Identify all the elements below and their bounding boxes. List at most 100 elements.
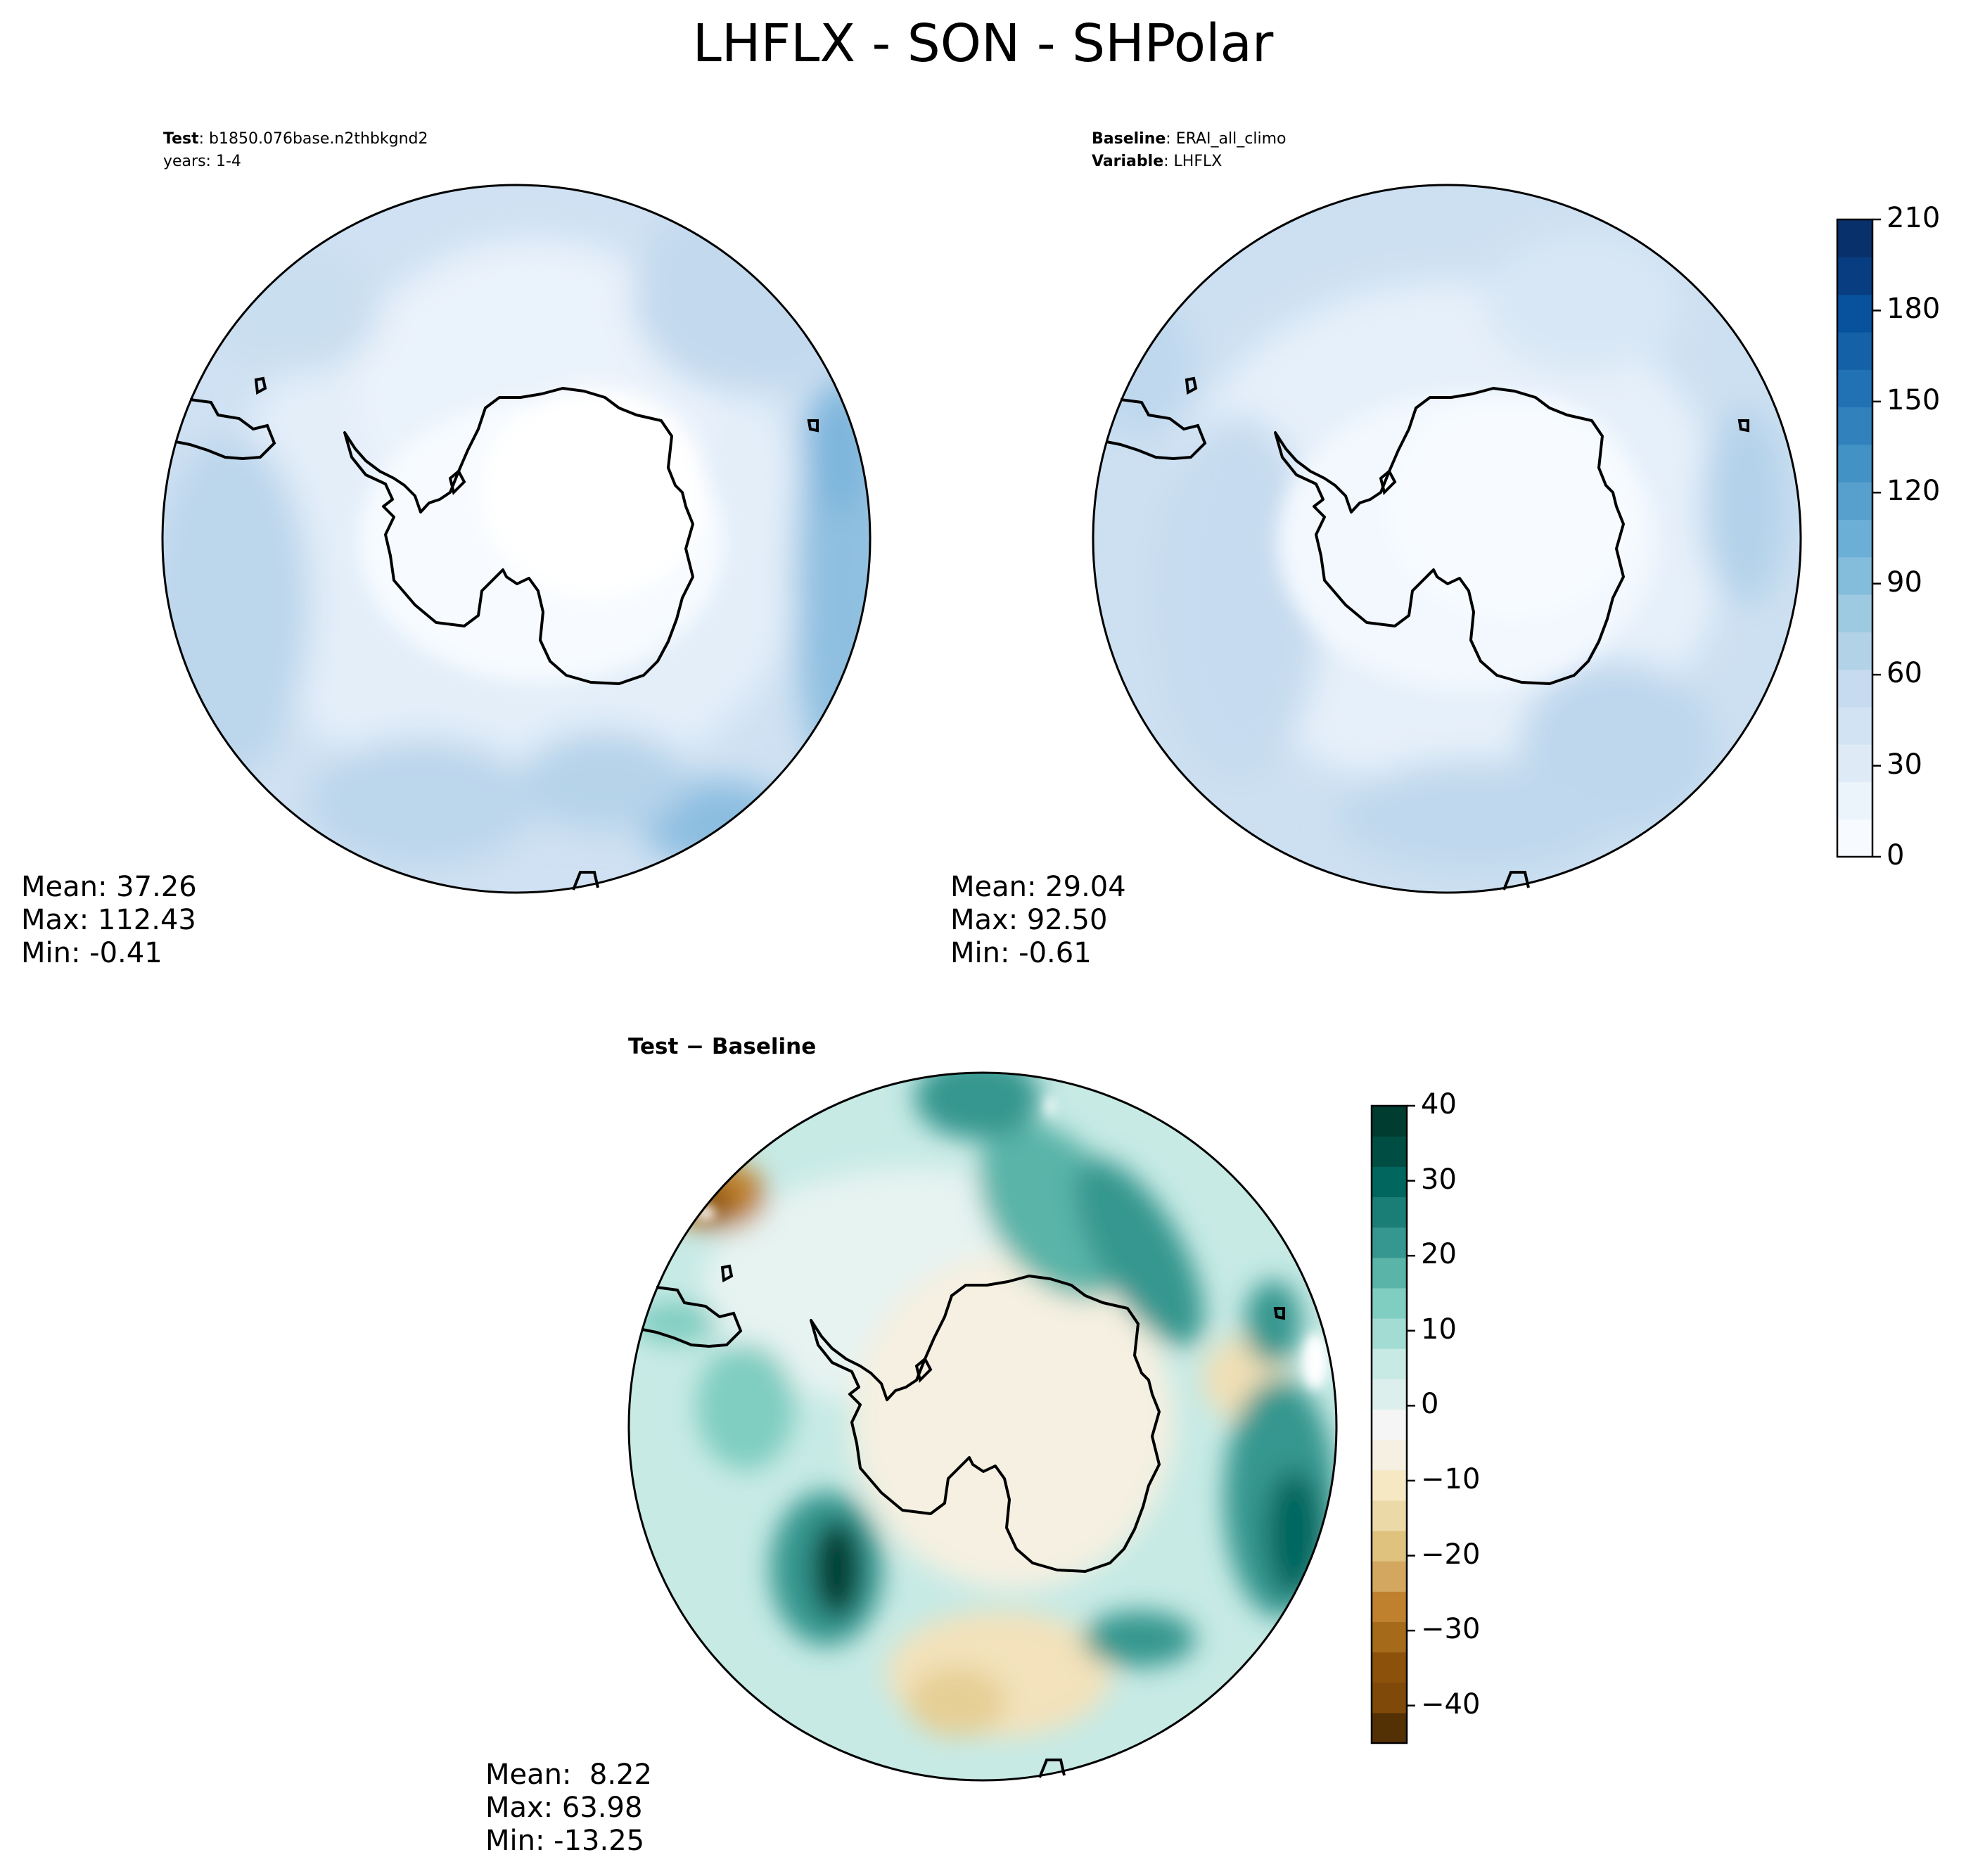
- baseline-stat-max: Max: 92.50: [950, 904, 1108, 936]
- baseline-field: [1093, 185, 1801, 893]
- diff-colorbar-frame: [1370, 1104, 1408, 1744]
- diff-colorbar-tick-label: −20: [1421, 1538, 1481, 1571]
- test-antarctica-coastline: [343, 387, 694, 685]
- main-colorbar-swatch: [1837, 257, 1872, 295]
- baseline-var-sep: :: [1163, 153, 1174, 170]
- main-colorbar-tick-label: 120: [1887, 475, 1941, 508]
- baseline-stat-min: Min: -0.61: [950, 937, 1092, 969]
- diff-colorbar-tick-label: −10: [1421, 1462, 1481, 1495]
- diff-colorbar-swatch: [1372, 1166, 1407, 1198]
- main-colorbar-swatch: [1837, 444, 1872, 483]
- test-stats: Mean: 37.26 Max: 112.43 Min: -0.41: [21, 871, 197, 970]
- test-map-boundary: [161, 184, 872, 894]
- test-island-1: [254, 376, 267, 395]
- diff-colorbar-swatch: [1372, 1348, 1407, 1379]
- test-island-3: [448, 468, 466, 495]
- baseline-label-key: Baseline: [1092, 130, 1166, 148]
- diff-map-boundary: [627, 1071, 1338, 1782]
- baseline-stats: Mean: 29.04 Max: 92.50 Min: -0.61: [950, 871, 1126, 970]
- diff-island-1: [720, 1264, 734, 1283]
- diff-title: Test − Baseline: [628, 1034, 817, 1059]
- diff-colorbar-swatch: [1372, 1712, 1407, 1744]
- diff-colorbar-swatch: [1372, 1500, 1407, 1531]
- main-colorbar-swatch: [1837, 706, 1872, 745]
- test-island-2: [807, 419, 819, 433]
- diff-stat-min: Min: -13.25: [485, 1825, 645, 1857]
- diff-colorbar-swatch: [1372, 1318, 1407, 1349]
- baseline-label-value: ERAI_all_climo: [1175, 130, 1287, 148]
- diff-colorbar: [1370, 1104, 1415, 1744]
- main-colorbar-swatch: [1837, 632, 1872, 670]
- baseline-island-1: [1185, 376, 1198, 395]
- diff-new-zealand: [1038, 1759, 1066, 1778]
- diff-colorbar-swatch: [1372, 1257, 1407, 1289]
- diff-colorbar-swatch: [1372, 1682, 1407, 1714]
- diff-colorbar-tick-label: 30: [1421, 1163, 1457, 1196]
- diff-colorbar-swatch: [1372, 1106, 1407, 1137]
- diff-colorbar-swatch: [1372, 1469, 1407, 1501]
- diff-stat-max: Max: 63.98: [485, 1792, 643, 1824]
- main-colorbar-swatch: [1837, 482, 1872, 520]
- main-colorbar-swatch: [1837, 219, 1872, 257]
- diff-colorbar-tick-label: 40: [1421, 1088, 1457, 1121]
- baseline-island-3: [1379, 468, 1397, 495]
- main-colorbar-tick-label: 180: [1887, 293, 1941, 326]
- main-colorbar-tick-label: 210: [1887, 202, 1941, 234]
- diff-stats: Mean: 8.22 Max: 63.98 Min: -13.25: [485, 1759, 652, 1858]
- baseline-var-key: Variable: [1092, 153, 1164, 170]
- diff-colorbar-swatch: [1372, 1652, 1407, 1683]
- diff-colorbar-tick-label: 20: [1421, 1238, 1457, 1271]
- baseline-island-2: [1737, 419, 1749, 433]
- test-stat-mean: Mean: 37.26: [21, 871, 197, 903]
- main-colorbar-tick-label: 0: [1887, 839, 1905, 872]
- diff-colorbar-swatch: [1372, 1227, 1407, 1258]
- test-header: Test: b1850.076base.n2thbkgnd2 years: 1-…: [163, 128, 428, 173]
- main-colorbar-swatch: [1837, 331, 1872, 370]
- test-label-value: b1850.076base.n2thbkgnd2: [209, 130, 428, 148]
- main-colorbar-swatch: [1837, 669, 1872, 708]
- test-south-america: [175, 398, 276, 461]
- diff-stat-mean: Mean: 8.22: [485, 1759, 652, 1791]
- figure-title: LHFLX - SON - SHPolar: [692, 13, 1274, 74]
- diff-south-america: [641, 1286, 743, 1348]
- main-colorbar-swatch: [1837, 594, 1872, 632]
- test-stat-max: Max: 112.43: [21, 904, 196, 936]
- diff-colorbar-swatch: [1372, 1136, 1407, 1167]
- baseline-antarctica-coastline: [1274, 387, 1625, 685]
- test-new-zealand: [572, 871, 599, 891]
- baseline-var-value: LHFLX: [1173, 153, 1223, 170]
- main-colorbar-tick-label: 90: [1887, 566, 1922, 599]
- main-colorbar-swatch: [1837, 294, 1872, 333]
- diff-field: [629, 1073, 1336, 1780]
- test-stat-min: Min: -0.41: [21, 937, 162, 969]
- diff-colorbar-swatch: [1372, 1409, 1407, 1441]
- main-colorbar-swatch: [1837, 556, 1872, 595]
- main-colorbar: [1836, 218, 1881, 858]
- baseline-map-boundary: [1092, 184, 1802, 894]
- main-colorbar-swatch: [1837, 819, 1872, 857]
- main-colorbar-swatch: [1837, 369, 1872, 408]
- diff-colorbar-tick-label: 10: [1421, 1313, 1457, 1346]
- main-colorbar-tick-label: 150: [1887, 383, 1941, 416]
- diff-colorbar-swatch: [1372, 1531, 1407, 1562]
- diff-colorbar-swatch: [1372, 1561, 1407, 1592]
- test-years: years: 1-4: [163, 153, 241, 170]
- main-colorbar-swatch: [1837, 744, 1872, 783]
- main-colorbar-frame: [1836, 218, 1874, 858]
- main-colorbar-swatch: [1837, 407, 1872, 445]
- diff-colorbar-tick-label: −30: [1421, 1613, 1481, 1646]
- diff-colorbar-swatch: [1372, 1439, 1407, 1471]
- main-colorbar-tick-label: 60: [1887, 657, 1922, 690]
- main-colorbar-tick-label: 30: [1887, 748, 1922, 781]
- diff-colorbar-swatch: [1372, 1379, 1407, 1410]
- baseline-stat-mean: Mean: 29.04: [950, 871, 1126, 903]
- diff-colorbar-tick-label: 0: [1421, 1388, 1439, 1421]
- diff-colorbar-tick-label: −40: [1421, 1687, 1481, 1721]
- diff-colorbar-swatch: [1372, 1591, 1407, 1623]
- diff-island-3: [914, 1356, 933, 1383]
- main-colorbar-swatch: [1837, 519, 1872, 558]
- diff-colorbar-swatch: [1372, 1197, 1407, 1228]
- diff-antarctica-coastline: [810, 1275, 1161, 1573]
